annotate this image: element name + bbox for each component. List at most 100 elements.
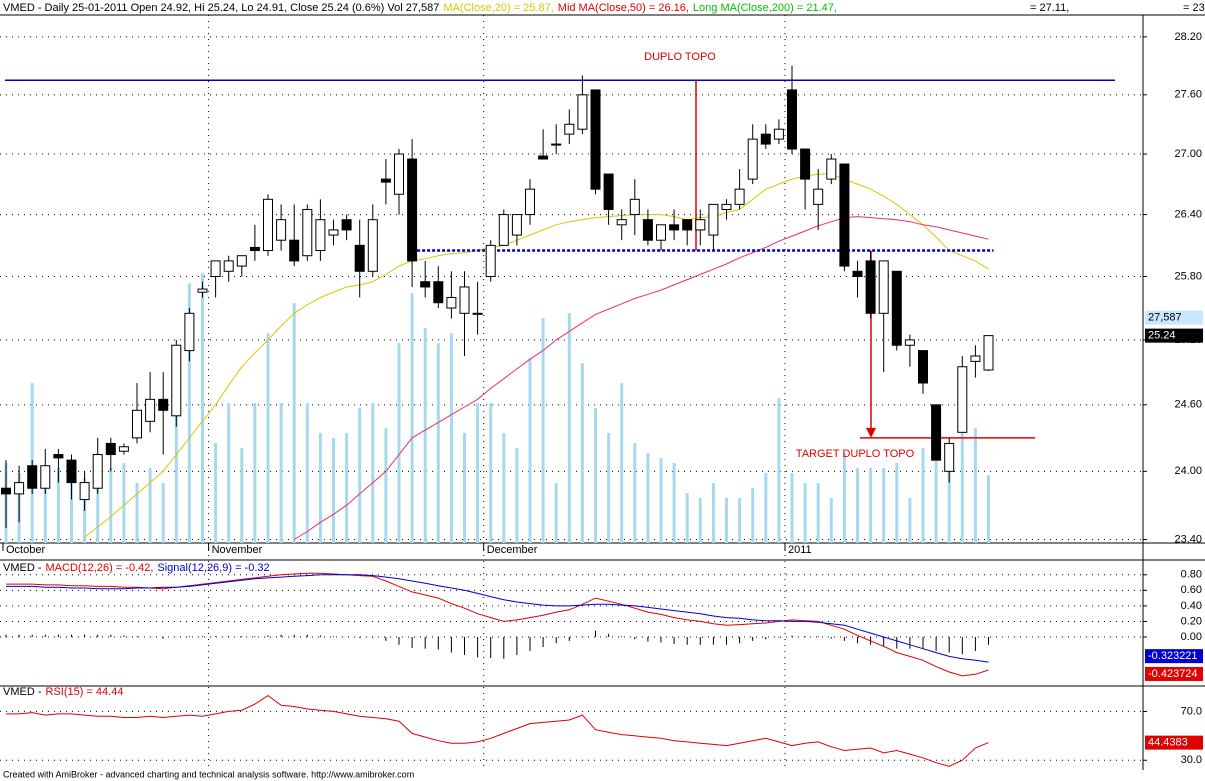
series-line [84,173,989,538]
candle-body [315,219,326,252]
volume-bar [698,498,702,543]
volume-bar [476,403,480,543]
y-tick-label: 0.80 [1181,569,1202,581]
candle-body [682,219,693,231]
candle-body [210,260,221,278]
value-box [1145,666,1203,681]
panel-header: VMED - Daily 25-01-2011 Open 24.92, Hi 2… [3,2,439,14]
candle-body [918,350,928,384]
volume-bar [554,483,558,543]
panel-header: VMED - [3,686,42,698]
volume-bar [345,433,349,543]
y-tick-label: 0.20 [1181,615,1202,627]
candle-body [380,178,391,183]
volume-bar [410,293,414,543]
candle-body [891,270,902,346]
candle-body [289,239,300,262]
y-tick-label: 28.20 [1174,31,1202,43]
volume-bar [973,428,977,543]
volume-bar [122,463,126,543]
value-box-label: -0.323221 [1148,650,1198,662]
volume-bar [803,483,807,543]
volume-bar [856,468,859,543]
volume-bar [646,453,650,543]
series-line [6,694,989,767]
volume-bar [266,333,270,543]
volume-bar [607,433,611,543]
panel-header: Signal(12,26,9) = -0.32 [157,562,269,574]
y-tick-label: 0.00 [1181,631,1202,643]
value-box-label: 27,587 [1148,312,1182,324]
candle-body [105,442,116,456]
candle-body [433,281,444,304]
candle-body [79,482,90,501]
candle-body [263,198,273,252]
volume-bar [515,448,519,543]
volume-bar [659,458,663,543]
y-tick-label: 30.0 [1181,754,1202,766]
volume-bar [174,363,178,543]
volume-bar [109,468,113,543]
volume-bar [633,443,637,543]
series-line [6,574,989,663]
candle-body [747,138,758,180]
volume-bar [620,383,624,543]
candle-body [551,143,562,146]
candle-body [407,158,418,262]
volume-bar [934,433,938,543]
volume-bar [777,398,781,543]
candle-body [734,188,745,205]
panel-header: VMED - [3,562,42,574]
candle-body [367,219,378,272]
volume-bar [43,483,47,543]
candle-body [446,296,457,309]
volume-bar [214,443,218,543]
volume-bar [816,483,820,543]
candle-body [420,281,431,288]
candle-body [40,465,51,489]
candle-body [577,94,588,130]
panel-header: = 27.11, [1030,2,1069,14]
volume-bar [685,493,689,543]
volume-bar [738,498,742,543]
y-tick-label: 26.40 [1174,208,1202,220]
volume-bar [187,283,191,543]
volume-bar [947,448,951,543]
candle-body [341,219,352,231]
volume-bar [292,303,296,543]
value-box-label: 44.4383 [1148,737,1188,749]
volume-bar [56,468,60,543]
volume-bar [423,328,427,543]
candle-body [564,123,575,135]
candle-body [1,487,11,495]
y-tick-label: 25.80 [1174,270,1202,282]
candle-body [904,339,915,346]
y-tick-label: 27.00 [1174,148,1202,160]
candle-body [276,219,287,241]
candle-body [983,335,994,371]
volume-bar [751,488,755,543]
candle-body [354,244,365,272]
candle-body [931,404,942,461]
footer: Created with AmiBroker - advanced charti… [3,769,414,779]
candle-body [669,224,680,231]
candle-body [852,270,863,278]
candle-body [538,155,549,160]
candle-body [197,288,208,293]
volume-bar [895,463,899,543]
volume-bar [463,433,466,543]
candle-body [800,148,811,180]
candle-body [616,219,627,226]
volume-bar [358,408,362,543]
candle-body [944,442,955,472]
volume-bar [528,358,532,543]
volume-bar [227,403,231,543]
volume-bar [987,475,990,543]
candle-body [132,409,142,439]
series-line [293,216,989,540]
volume-bar [305,403,309,543]
volume-bar [318,433,322,543]
volume-bar [921,448,925,543]
